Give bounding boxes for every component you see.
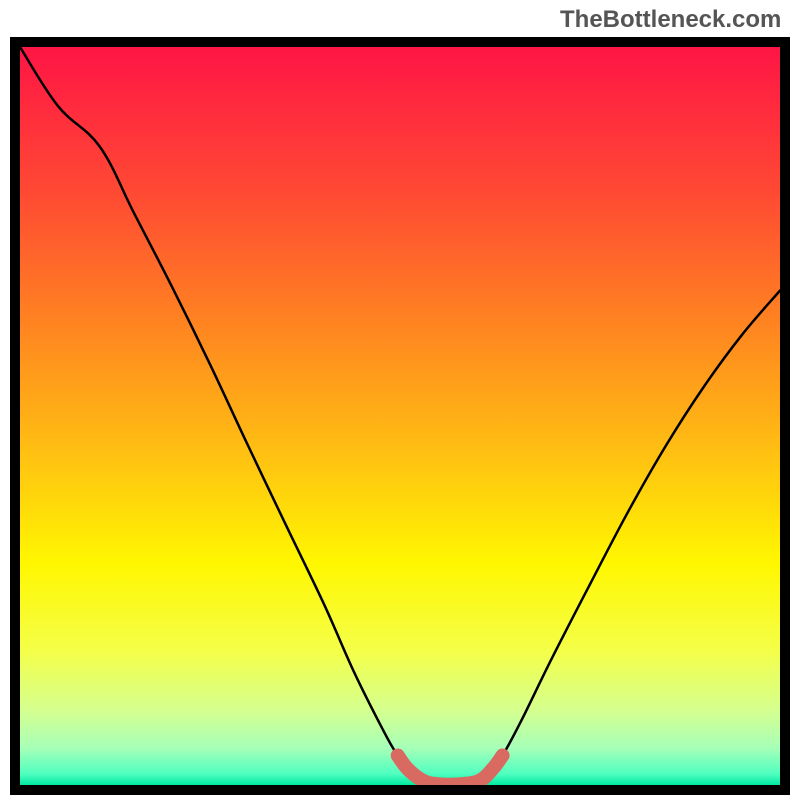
watermark-text: TheBottleneck.com bbox=[560, 6, 781, 34]
chart-container: TheBottleneck.com bbox=[0, 0, 800, 800]
plot-background-gradient bbox=[20, 47, 780, 785]
chart-svg bbox=[0, 0, 800, 800]
